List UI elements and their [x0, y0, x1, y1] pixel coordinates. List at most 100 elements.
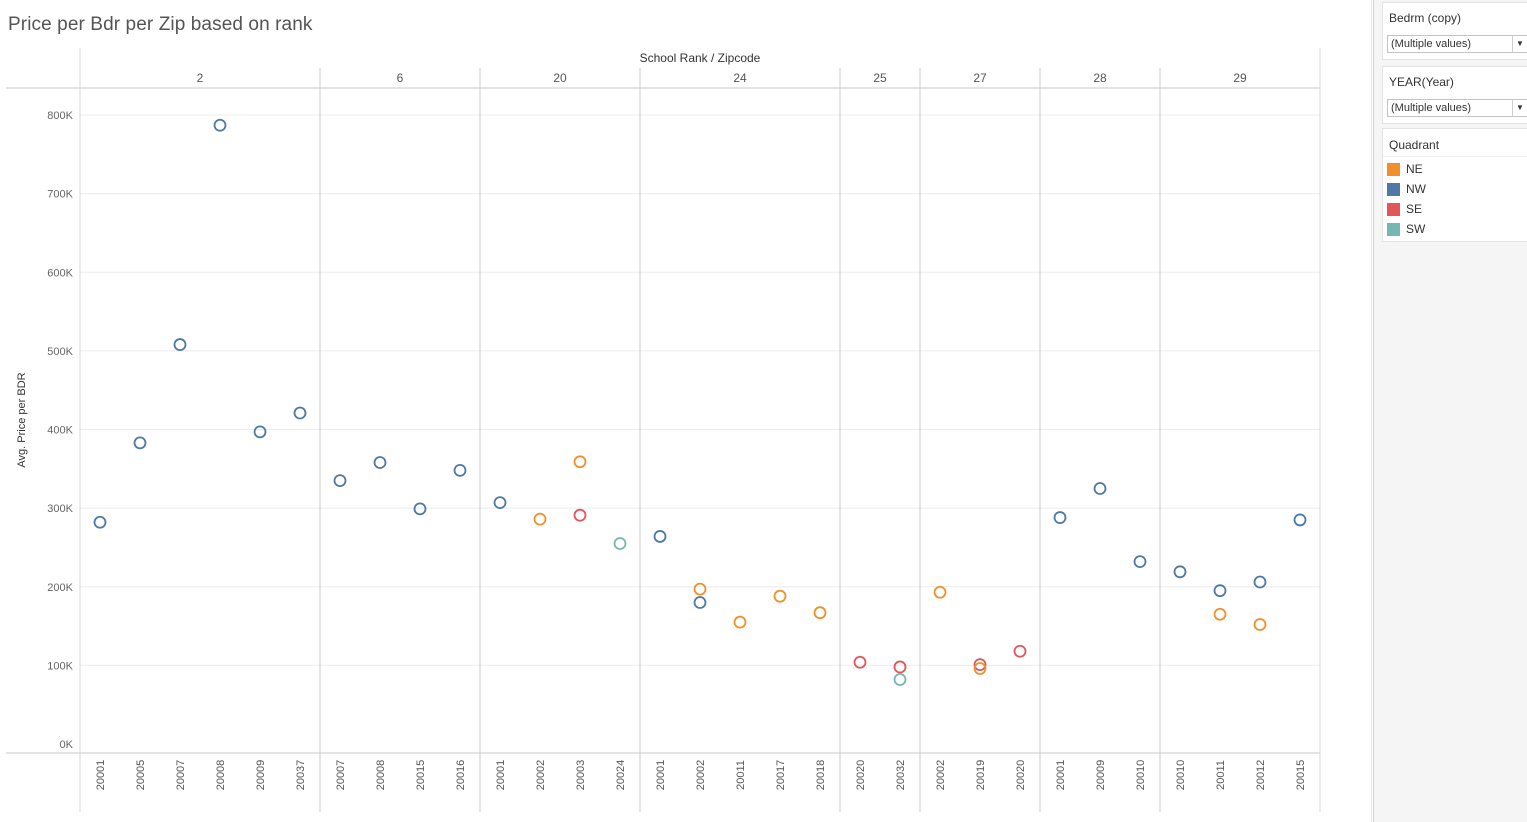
- zipcode-label: 20003: [575, 760, 587, 791]
- zipcode-label: 20001: [95, 760, 107, 791]
- zipcode-label: 20007: [335, 760, 347, 791]
- chart-title: Price per Bdr per Zip based on rank: [8, 14, 313, 35]
- zipcode-label: 20001: [1055, 760, 1067, 791]
- bedrm-filter-value: (Multiple values): [1391, 38, 1472, 50]
- rank-label: 28: [1093, 71, 1107, 85]
- data-point-nw: [1053, 511, 1067, 524]
- zipcode-label: 20002: [695, 760, 707, 791]
- zipcode-label: 20009: [1095, 760, 1107, 791]
- data-point-ne: [1213, 607, 1227, 621]
- zipcode-label: 20007: [175, 760, 187, 791]
- zipcode-label: 20020: [1015, 760, 1027, 791]
- data-point-ne: [773, 589, 787, 603]
- legend-item-se[interactable]: SE: [1383, 199, 1527, 219]
- chevron-down-icon[interactable]: ▼: [1512, 36, 1527, 52]
- zipcode-label: 20017: [775, 760, 787, 791]
- zipcode-label: 20011: [1215, 760, 1227, 790]
- y-tick-label: 500K: [47, 346, 73, 358]
- year-filter-value: (Multiple values): [1391, 102, 1472, 114]
- data-point-ne: [973, 662, 987, 675]
- legend-item-nw[interactable]: NW: [1383, 179, 1527, 199]
- data-point-nw: [373, 456, 387, 469]
- legend-card-quadrant: Quadrant NE NW SE SW: [1382, 128, 1527, 242]
- data-point-se: [573, 508, 587, 522]
- data-point-nw: [493, 496, 507, 510]
- rank-label: 25: [873, 71, 887, 85]
- legend-item-sw[interactable]: SW: [1383, 219, 1527, 239]
- zipcode-label: 20015: [415, 760, 427, 791]
- legend-label-nw: NW: [1406, 182, 1426, 196]
- zipcode-label: 20012: [1255, 760, 1267, 791]
- data-point-ne: [693, 582, 707, 596]
- legend-title: Quadrant: [1383, 129, 1527, 157]
- data-point-nw: [693, 596, 707, 609]
- data-point-nw: [413, 502, 427, 516]
- zipcode-label: 20032: [895, 760, 907, 791]
- filter-card-bedrm: Bedrm (copy) (Multiple values) ▼: [1382, 2, 1527, 60]
- legend-swatch-se: [1387, 202, 1400, 216]
- y-tick-label: 800K: [47, 110, 73, 122]
- data-point-ne: [533, 512, 547, 526]
- data-point-nw: [133, 436, 147, 450]
- zipcode-label: 20008: [215, 760, 227, 791]
- rank-label: 24: [733, 71, 747, 85]
- data-point-se: [853, 655, 867, 669]
- y-axis-title: Avg. Price per BDR: [16, 372, 28, 467]
- rank-label: 20: [553, 71, 567, 85]
- year-filter-dropdown[interactable]: (Multiple values) ▼: [1387, 99, 1527, 117]
- zipcode-label: 20018: [815, 760, 827, 791]
- y-tick-label: 700K: [47, 189, 73, 201]
- zipcode-label: 20020: [855, 760, 867, 791]
- y-tick-label: 400K: [47, 425, 73, 437]
- data-point-sw: [613, 537, 627, 550]
- filter-title-bedrm: Bedrm (copy): [1389, 11, 1462, 25]
- side-panel: Bedrm (copy) (Multiple values) ▼ YEAR(Ye…: [1373, 0, 1527, 822]
- data-point-ne: [933, 585, 947, 599]
- data-point-nw: [1133, 555, 1147, 568]
- legend-swatch-ne: [1387, 162, 1400, 176]
- chevron-down-icon[interactable]: ▼: [1512, 100, 1527, 116]
- data-point-nw: [213, 118, 227, 132]
- bedrm-filter-dropdown[interactable]: (Multiple values) ▼: [1387, 35, 1527, 53]
- zipcode-label: 20008: [375, 760, 387, 791]
- rank-label: 27: [973, 71, 987, 85]
- filter-title-year: YEAR(Year): [1389, 75, 1454, 89]
- zipcode-label: 20015: [1295, 760, 1307, 791]
- scatter-chart: 0K 100K 200K 300K 400K 500K 600K 700K 800K Avg. P…: [6, 0, 1372, 822]
- data-point-se: [973, 658, 987, 671]
- zipcode-label: 20009: [255, 760, 267, 791]
- data-point-ne: [573, 455, 587, 469]
- data-point-nw: [1173, 565, 1187, 579]
- legend-label-se: SE: [1406, 202, 1423, 216]
- data-point-nw: [1213, 584, 1227, 598]
- data-point-ne: [1253, 618, 1267, 631]
- zipcode-label: 20019: [975, 760, 987, 791]
- data-point-ne: [733, 615, 747, 629]
- legend-item-ne[interactable]: NE: [1383, 159, 1527, 179]
- zipcode-label: 20010: [1175, 760, 1187, 791]
- rank-label: 6: [397, 71, 404, 85]
- data-point-nw: [653, 530, 667, 543]
- data-point-sw: [893, 673, 907, 686]
- zipcode-label: 20005: [135, 760, 147, 791]
- zipcode-label: 20001: [495, 760, 507, 791]
- data-point-nw: [1293, 513, 1307, 527]
- legend-label-sw: SW: [1406, 222, 1426, 236]
- legend-swatch-nw: [1387, 182, 1400, 196]
- zipcode-label: 20002: [935, 760, 947, 791]
- data-point-nw: [1093, 482, 1107, 495]
- filter-card-year: YEAR(Year) (Multiple values) ▼: [1382, 66, 1527, 124]
- data-point-nw: [173, 338, 187, 351]
- zipcode-label: 20002: [535, 760, 547, 791]
- zipcode-label: 20037: [295, 760, 307, 791]
- data-point-nw: [333, 474, 347, 488]
- column-header-title: School Rank / Zipcode: [640, 51, 761, 65]
- data-point-nw: [1253, 575, 1267, 589]
- data-point-se: [1013, 644, 1027, 658]
- zipcode-label: 20010: [1135, 760, 1147, 791]
- y-tick-label: 300K: [47, 503, 73, 515]
- y-tick-label: 600K: [47, 267, 73, 279]
- data-point-nw: [93, 515, 107, 529]
- rank-label: 2: [197, 71, 204, 85]
- data-point-ne: [813, 606, 827, 620]
